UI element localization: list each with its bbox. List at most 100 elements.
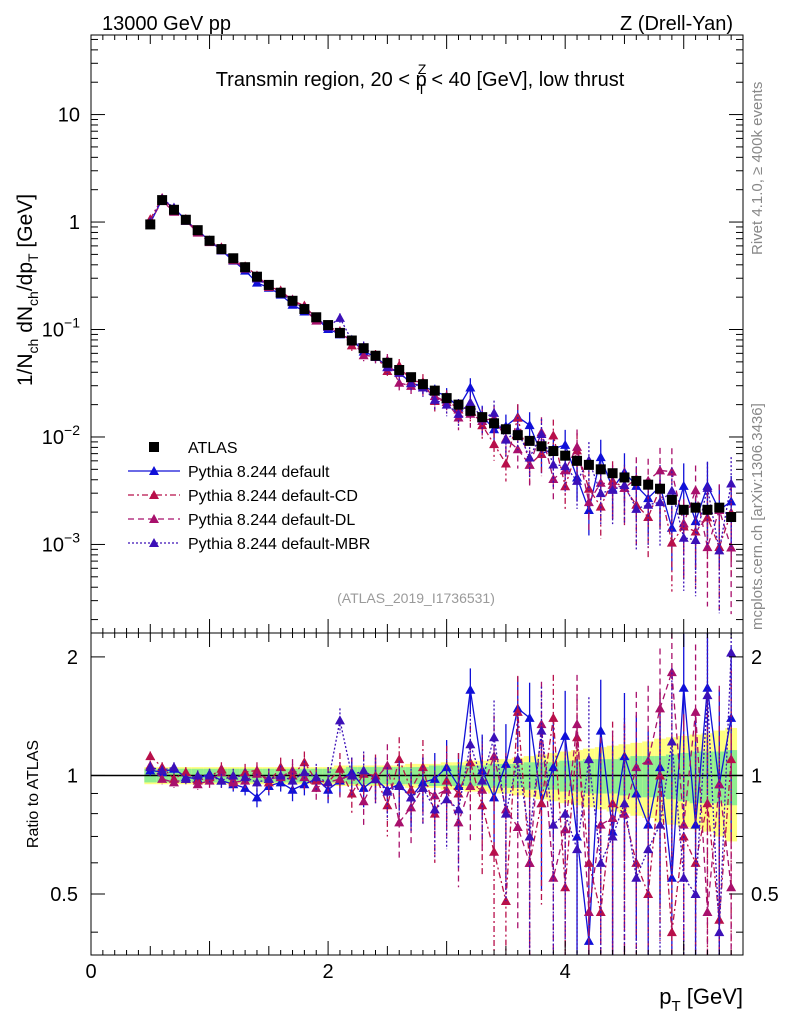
data-point (512, 754, 523, 764)
legend-label: Pythia 8.244 default (188, 464, 330, 481)
data-point (441, 399, 452, 409)
data-point (489, 407, 500, 417)
data-point (168, 777, 179, 787)
data-point (299, 772, 310, 782)
data-point (690, 857, 701, 867)
data-point (465, 739, 476, 749)
data-point (251, 777, 262, 787)
side-label-mcplots: mcplots.cern.ch [arXiv:1306.3436] (749, 403, 766, 630)
main-panel: Transmin region, 20 < pZ T < 40 [GeV], lo… (14, 34, 744, 634)
y-tick-label: 10−2 (42, 422, 80, 449)
data-point (251, 792, 262, 802)
data-point (477, 775, 488, 785)
ratio-tick-label-right: 1 (751, 765, 762, 787)
data-point (429, 790, 440, 800)
data-point (192, 779, 203, 789)
data-point (726, 647, 737, 657)
legend-marker (149, 466, 159, 475)
data-point (204, 235, 215, 246)
data-point (216, 767, 227, 777)
ratio-tick-label-left: 0.5 (50, 884, 78, 906)
data-point (524, 420, 535, 430)
data-point (394, 377, 405, 387)
data-point (441, 393, 452, 404)
data-point (251, 768, 262, 778)
data-point (548, 762, 559, 772)
data-point (382, 786, 393, 796)
data-point (560, 730, 571, 740)
data-point (334, 327, 345, 338)
data-point (690, 888, 701, 898)
data-point (157, 195, 168, 206)
data-point (311, 782, 322, 792)
data-point (157, 773, 168, 783)
data-point (204, 770, 215, 780)
data-point (572, 455, 583, 466)
data-point (346, 335, 357, 346)
data-point (216, 775, 227, 785)
data-point (631, 475, 642, 486)
data-point (595, 488, 606, 498)
y-tick-label: 1 (69, 212, 80, 234)
data-point (465, 405, 476, 416)
data-point (690, 535, 701, 545)
data-point (702, 907, 713, 917)
data-point (666, 466, 677, 476)
data-point (548, 819, 559, 829)
data-point (726, 478, 737, 488)
data-point (406, 802, 417, 812)
data-point (180, 767, 191, 777)
data-point (536, 428, 547, 438)
y-tick-label: 10−1 (42, 315, 80, 342)
header-right: Z (Drell-Yan) (620, 13, 733, 35)
data-point (678, 504, 689, 515)
data-point (666, 537, 677, 547)
data-point (429, 394, 440, 404)
data-point (334, 715, 345, 725)
data-point (489, 751, 500, 761)
data-point (714, 927, 725, 937)
data-point (666, 736, 677, 746)
legend-label: Pythia 8.244 default-DL (188, 512, 355, 529)
data-point (429, 804, 440, 814)
data-point (583, 907, 594, 917)
data-point (560, 808, 571, 818)
legend-marker (149, 490, 159, 499)
data-point (145, 762, 156, 772)
data-point (477, 784, 488, 794)
legend-item: Pythia 8.244 default (128, 464, 330, 481)
data-point (477, 412, 488, 423)
main-y-tick-labels: 10 1 10−1 10−2 10−3 (42, 105, 80, 557)
data-point (228, 253, 239, 264)
data-point (572, 844, 583, 854)
data-point (619, 808, 630, 818)
data-point (500, 434, 511, 444)
data-point (666, 872, 677, 882)
data-point (595, 464, 606, 475)
y-tick-label: 10−3 (42, 529, 80, 556)
data-point (512, 444, 523, 454)
data-point (489, 439, 500, 449)
data-point (465, 382, 476, 392)
data-point (216, 244, 227, 255)
data-point (429, 385, 440, 396)
data-point (619, 798, 630, 808)
data-point (678, 682, 689, 692)
data-point (619, 472, 630, 483)
data-point (263, 773, 274, 783)
data-point (702, 482, 713, 492)
data-point (572, 719, 583, 729)
data-point (441, 775, 452, 785)
data-point (536, 798, 547, 808)
legend-item: ATLAS (149, 440, 238, 457)
data-point (643, 755, 654, 765)
legend: ATLAS Pythia 8.244 default Pythia 8.244 de… (128, 440, 370, 553)
data-point (595, 725, 606, 735)
legend-item: Pythia 8.244 default-CD (128, 488, 358, 505)
legend-item: Pythia 8.244 default-MBR (128, 536, 370, 553)
series-line (150, 687, 732, 942)
legend-label: Pythia 8.244 default-CD (188, 488, 358, 505)
data-point (358, 350, 369, 360)
data-point (299, 779, 310, 789)
data-point (180, 214, 191, 225)
